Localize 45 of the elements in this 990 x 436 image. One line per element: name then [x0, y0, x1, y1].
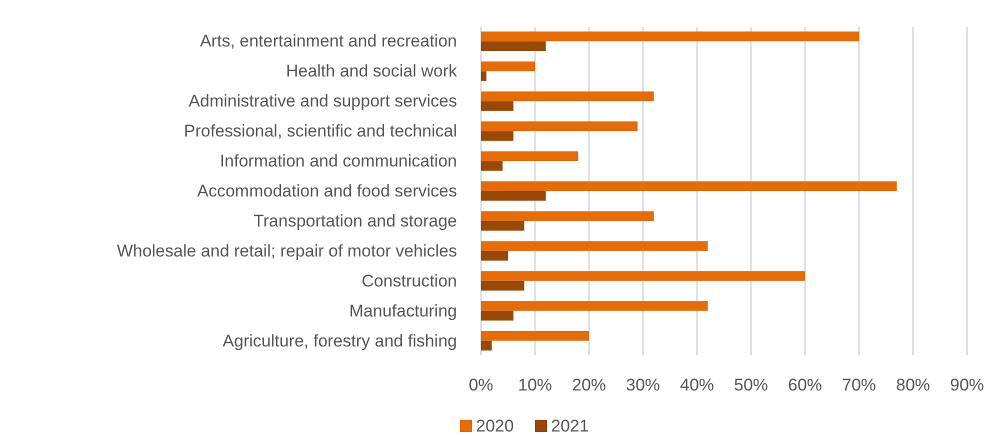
y-tick-label: Wholesale and retail; repair of motor vehicles — [116, 241, 457, 260]
bar — [481, 121, 638, 132]
y-tick-label: Professional, scientific and technical — [184, 122, 457, 141]
y-tick-label: Accommodation and food services — [197, 182, 457, 200]
bar — [481, 31, 859, 42]
bar — [481, 250, 508, 261]
bar — [481, 191, 546, 201]
bar — [481, 131, 514, 141]
x-tick-label: 20% — [572, 376, 606, 394]
bar — [481, 280, 524, 291]
bar — [481, 340, 492, 351]
x-tick-label: 10% — [518, 376, 552, 394]
bar — [481, 151, 578, 162]
y-tick-label: Information and communication — [220, 152, 457, 171]
legend-label: 2020 — [476, 416, 514, 436]
y-tick-label: Transportation and storage — [254, 211, 457, 230]
x-tick-label: 70% — [842, 376, 876, 394]
y-tick-label: Health and social work — [286, 62, 458, 81]
y-tick-label: Agriculture, forestry and fishing — [222, 331, 457, 350]
y-tick-label: Construction — [362, 271, 457, 290]
bar — [481, 161, 503, 171]
bar — [481, 101, 514, 111]
bar — [481, 241, 708, 251]
bar — [481, 61, 535, 72]
bar — [481, 41, 546, 51]
bar — [481, 211, 654, 221]
x-tick-label: 40% — [680, 376, 714, 394]
x-tick-label: 30% — [626, 376, 660, 394]
x-tick-label: 90% — [950, 376, 984, 394]
legend-label: 2021 — [551, 416, 589, 436]
x-tick-label: 50% — [734, 376, 768, 394]
x-tick-label: 60% — [788, 376, 822, 394]
x-tick-label: 80% — [896, 376, 930, 394]
bar — [481, 310, 514, 321]
y-tick-label: Manufacturing — [349, 301, 457, 320]
x-tick-label: 0% — [468, 376, 494, 394]
y-tick-label: Arts, entertainment and recreation — [200, 32, 457, 51]
bar — [481, 331, 589, 341]
bar — [481, 71, 486, 81]
bar — [481, 271, 805, 281]
bar — [481, 220, 524, 231]
bar — [481, 301, 708, 311]
y-tick-label: Administrative and support services — [188, 92, 457, 111]
bar — [481, 181, 897, 191]
bar — [481, 91, 654, 102]
